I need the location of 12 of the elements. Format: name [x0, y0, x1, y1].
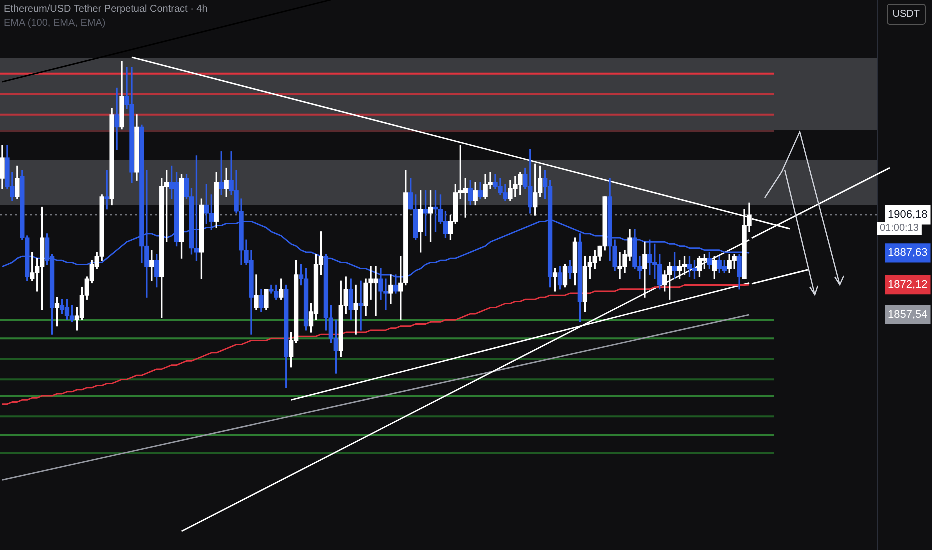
candlestick	[358, 280, 364, 331]
y-tick-label: 1872,12	[888, 279, 928, 292]
y-tick-label: 1887,63	[888, 247, 928, 260]
y-tick-label: 1906,18	[888, 209, 928, 222]
text: EMA (100, EMA, EMA)	[4, 18, 106, 29]
candlestick	[104, 170, 110, 210]
chart-title: Ethereum/USD Tether Perpetual Contract · 4h	[4, 4, 208, 15]
candlestick	[114, 88, 120, 150]
text: USDT	[886, 4, 926, 25]
candlestick	[354, 284, 358, 335]
y-tick-label: 1857,54	[888, 308, 928, 321]
text: 01:00:13	[880, 222, 920, 234]
